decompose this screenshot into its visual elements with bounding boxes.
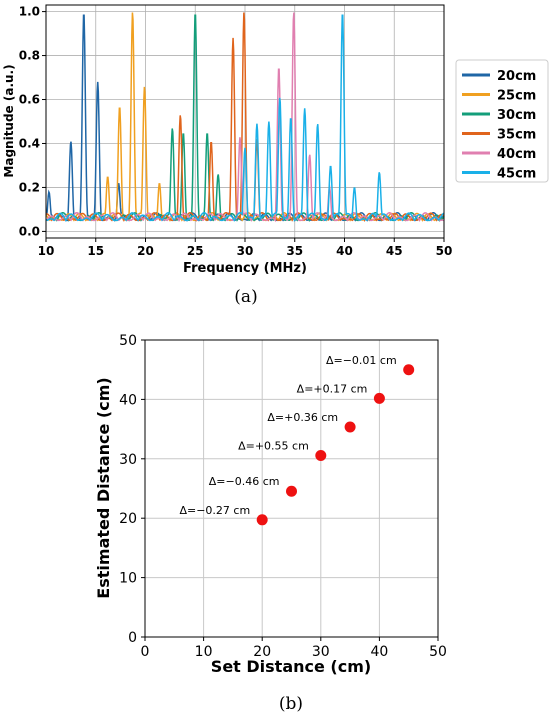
- legend-label: 20cm: [497, 69, 536, 84]
- legend-label: 40cm: [497, 147, 536, 162]
- x-tick-label: 30: [312, 644, 330, 660]
- x-tick-label: 30: [237, 244, 254, 258]
- series-line-40cm: [45, 12, 445, 223]
- y-tick-label: 30: [119, 452, 137, 468]
- x-axis-title-b: Set Distance (cm): [211, 657, 371, 676]
- x-tick-label: 40: [336, 244, 353, 258]
- y-tick-label: 0: [128, 630, 137, 646]
- y-tick-label: 0.2: [19, 180, 40, 194]
- data-point: [286, 485, 297, 497]
- legend: 20cm 25cm 30cm 35cm 40cm 45cm: [455, 59, 549, 183]
- x-tick-label: 0: [141, 644, 150, 660]
- legend-label: 45cm: [497, 167, 536, 182]
- legend-label: 30cm: [497, 108, 536, 123]
- point-annotation: Δ=−0.01 cm: [326, 354, 397, 367]
- y-tick-label: 0.6: [19, 93, 40, 107]
- ticks-a: 10 15 20 25 30 35 40 45 50 0.0 0.2 0.4 0.6 0.8 1.0: [19, 5, 453, 258]
- data-point: [256, 514, 268, 526]
- x-tick-label: 10: [195, 644, 213, 660]
- x-tick-label: 45: [386, 244, 403, 258]
- distance-scatter-chart: 0 10 20 30 40 50 0 10 20 30 40 50 Δ=−0.27 cm Δ=−0.46…: [94, 333, 447, 714]
- point-annotation: Δ=+0.36 cm: [267, 411, 338, 424]
- series-line-45cm: [45, 14, 445, 223]
- points-group-b: Δ=−0.27 cm Δ=−0.46 cm Δ=+0.55 cm Δ=+0.36 cm…: [179, 354, 415, 526]
- y-axis-title-b: Estimated Distance (cm): [94, 377, 113, 598]
- x-tick-label: 50: [429, 644, 447, 660]
- y-axis-title-a: Magnitude (a.u.): [2, 64, 16, 177]
- point-annotation: Δ=−0.46 cm: [209, 475, 280, 488]
- x-tick-label: 20: [137, 244, 154, 258]
- data-point: [344, 421, 356, 433]
- y-tick-label: 20: [119, 511, 137, 527]
- x-tick-label: 25: [187, 244, 204, 258]
- spectrum-chart: 10 15 20 25 30 35 40 45 50 0.0 0.2 0.4 0.6 0.8 1.0 Fre…: [2, 4, 549, 307]
- legend-label: 35cm: [497, 128, 536, 143]
- x-tick-label: 20: [253, 644, 271, 660]
- plot-frame-b: [144, 339, 439, 638]
- point-annotation: Δ=−0.27 cm: [179, 504, 250, 517]
- x-tick-label: 40: [370, 644, 388, 660]
- caption-b: (b): [279, 694, 303, 714]
- point-annotation: Δ=+0.17 cm: [297, 382, 368, 395]
- series-group-a: [45, 12, 445, 223]
- x-tick-label: 10: [38, 244, 55, 258]
- data-point: [315, 450, 327, 462]
- y-tick-label: 10: [119, 571, 137, 587]
- data-point: [403, 364, 415, 376]
- y-tick-label: 50: [119, 333, 137, 349]
- caption-a: (a): [234, 287, 257, 307]
- x-tick-label: 50: [436, 244, 453, 258]
- x-tick-label: 35: [286, 244, 303, 258]
- data-point: [373, 392, 385, 404]
- x-axis-title-a: Frequency (MHz): [183, 261, 307, 276]
- y-tick-label: 0.8: [19, 49, 40, 63]
- ticks-b: 0 10 20 30 40 50 0 10 20 30 40 50: [119, 333, 447, 660]
- y-tick-label: 0.0: [19, 224, 40, 238]
- point-annotation: Δ=+0.55 cm: [238, 440, 309, 453]
- y-tick-label: 40: [119, 392, 137, 408]
- y-tick-label: 0.4: [19, 136, 40, 150]
- y-tick-label: 1.0: [19, 5, 40, 19]
- legend-label: 25cm: [497, 89, 536, 104]
- x-tick-label: 15: [87, 244, 104, 258]
